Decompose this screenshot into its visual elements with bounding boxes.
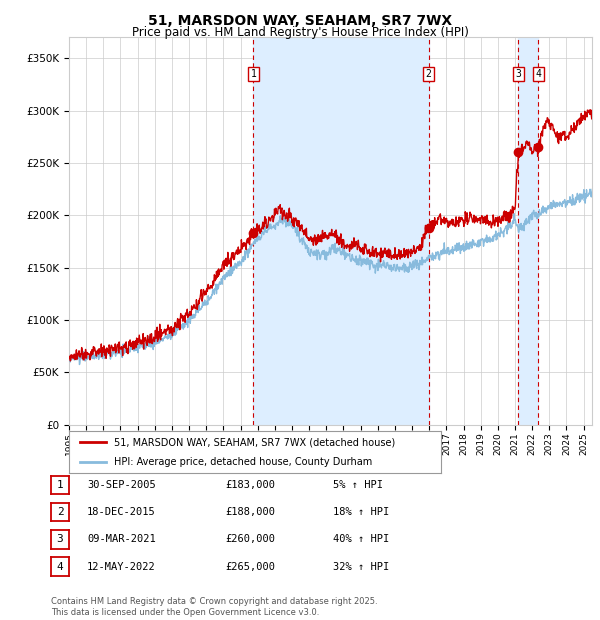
Text: Price paid vs. HM Land Registry's House Price Index (HPI): Price paid vs. HM Land Registry's House … — [131, 26, 469, 39]
Text: £188,000: £188,000 — [225, 507, 275, 517]
Text: 1: 1 — [56, 480, 64, 490]
Bar — [518, 37, 538, 425]
Text: 32% ↑ HPI: 32% ↑ HPI — [333, 562, 389, 572]
Text: 18-DEC-2015: 18-DEC-2015 — [87, 507, 156, 517]
Text: 12-MAY-2022: 12-MAY-2022 — [87, 562, 156, 572]
Text: 09-MAR-2021: 09-MAR-2021 — [87, 534, 156, 544]
Text: 51, MARSDON WAY, SEAHAM, SR7 7WX (detached house): 51, MARSDON WAY, SEAHAM, SR7 7WX (detach… — [113, 437, 395, 447]
Text: 4: 4 — [56, 562, 64, 572]
Text: 18% ↑ HPI: 18% ↑ HPI — [333, 507, 389, 517]
Text: 3: 3 — [56, 534, 64, 544]
Text: Contains HM Land Registry data © Crown copyright and database right 2025.
This d: Contains HM Land Registry data © Crown c… — [51, 598, 377, 617]
Text: £183,000: £183,000 — [225, 480, 275, 490]
Text: 2: 2 — [425, 69, 431, 79]
Text: 2: 2 — [56, 507, 64, 517]
Text: £265,000: £265,000 — [225, 562, 275, 572]
Bar — [253, 37, 428, 425]
Text: £260,000: £260,000 — [225, 534, 275, 544]
Text: 40% ↑ HPI: 40% ↑ HPI — [333, 534, 389, 544]
Text: 3: 3 — [515, 69, 521, 79]
Text: 5% ↑ HPI: 5% ↑ HPI — [333, 480, 383, 490]
Text: 4: 4 — [535, 69, 541, 79]
Text: 51, MARSDON WAY, SEAHAM, SR7 7WX: 51, MARSDON WAY, SEAHAM, SR7 7WX — [148, 14, 452, 28]
Text: 30-SEP-2005: 30-SEP-2005 — [87, 480, 156, 490]
Text: HPI: Average price, detached house, County Durham: HPI: Average price, detached house, Coun… — [113, 457, 372, 467]
Text: 1: 1 — [250, 69, 256, 79]
